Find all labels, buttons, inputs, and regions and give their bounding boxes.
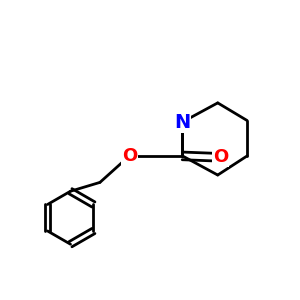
Text: O: O	[122, 147, 137, 165]
Text: N: N	[174, 112, 190, 131]
Text: O: O	[213, 148, 228, 166]
